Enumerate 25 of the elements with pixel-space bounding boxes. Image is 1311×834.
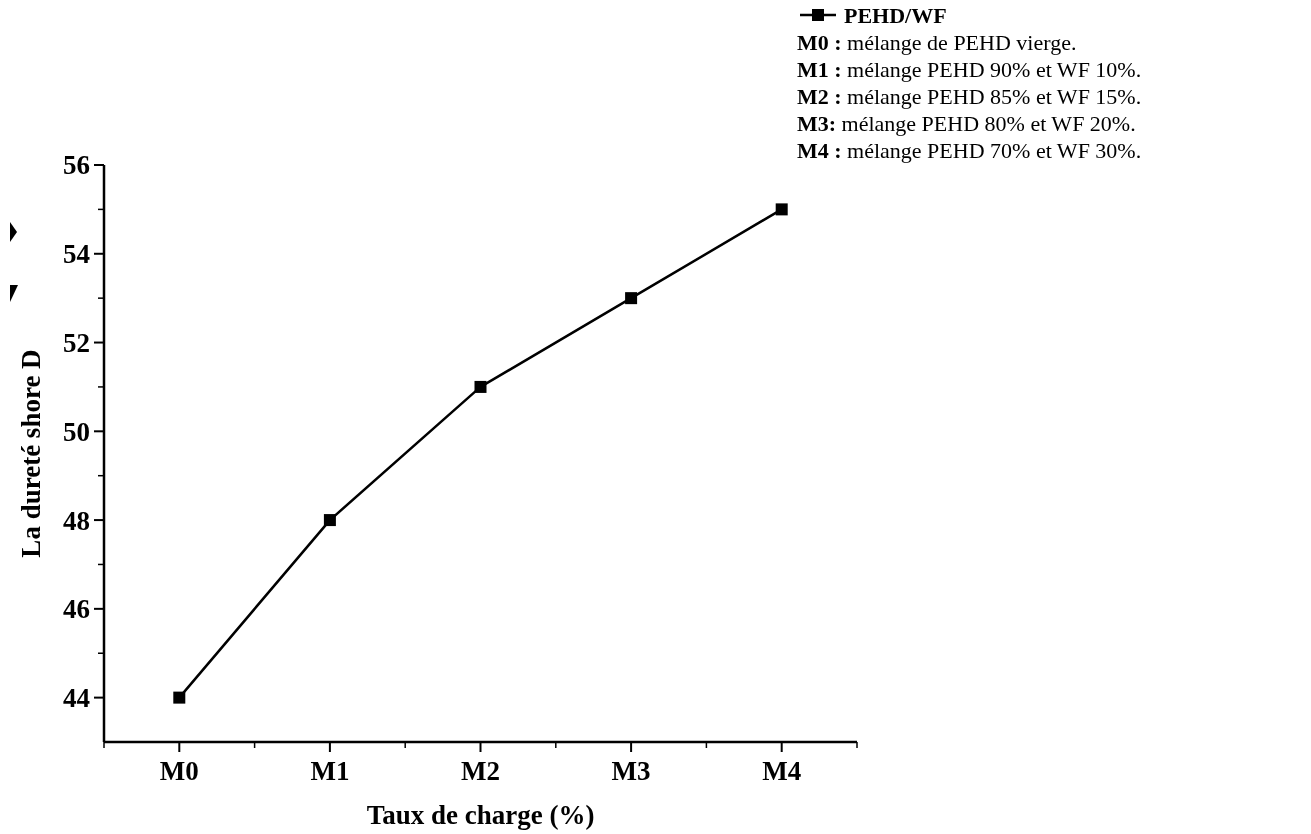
y-tick-label: 52 [63,327,90,358]
y-tick-label: 48 [63,505,90,536]
x-axis-title: Taux de charge (%) [366,800,595,830]
x-tick-label: M4 [762,756,802,786]
point [323,514,336,527]
x-tick-label: M0 [159,756,199,786]
text: M3: mélange PEHD 80% et WF 20%. [797,110,1136,136]
text: M1 : mélange PEHD 90% et WF 10%. [797,56,1142,82]
text: M2 : mélange PEHD 85% et WF 15%. [797,83,1142,109]
y-tick-label: 50 [63,416,90,447]
point [625,292,638,305]
x-tick-label: M1 [310,756,350,786]
y-tick-label: 44 [63,683,90,714]
y-tick-label: 54 [63,239,90,270]
legend-label: PEHD/WF [844,2,947,28]
point [775,203,788,216]
y-axis-title: La dureté shore D [16,349,46,558]
x-tick-label: M2 [461,756,500,786]
text: M4 : mélange PEHD 70% et WF 30%. [797,137,1142,163]
point [474,380,487,393]
y-tick-label: 56 [63,150,90,181]
text: M0 : mélange de PEHD vierge. [797,29,1077,55]
x-tick-label: M3 [611,756,651,786]
y-tick-label: 46 [63,594,90,625]
point [173,691,186,704]
